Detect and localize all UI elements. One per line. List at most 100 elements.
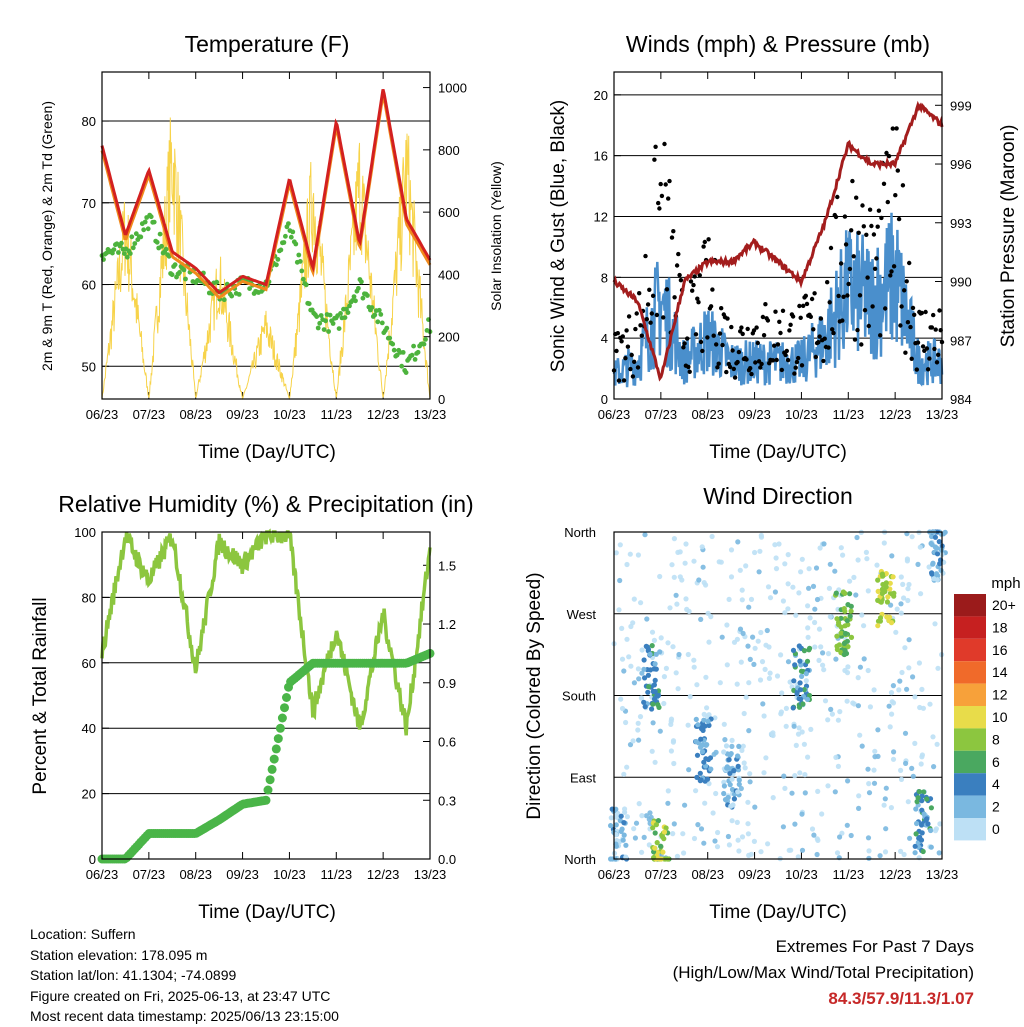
direction-point (857, 664, 864, 670)
direction-point (772, 542, 778, 548)
dewpoint-point (391, 347, 397, 353)
dewpoint-point (409, 352, 415, 358)
gust-point (763, 302, 768, 307)
direction-point (793, 612, 799, 618)
gust-point (695, 296, 700, 301)
direction-point (651, 682, 658, 688)
gust-point (861, 224, 866, 229)
direction-point (728, 547, 735, 553)
direction-point (645, 689, 651, 695)
gust-point (635, 365, 641, 370)
direction-point (814, 836, 820, 842)
gust-point (682, 341, 687, 346)
direction-point (835, 717, 842, 723)
direction-point (724, 764, 730, 770)
direction-point (865, 835, 872, 841)
gust-point (624, 328, 629, 333)
colorbar-label: 12 (992, 687, 1008, 703)
direction-point (759, 659, 766, 665)
gust-point (693, 332, 699, 337)
direction-point (737, 567, 743, 573)
direction-point (936, 539, 942, 545)
direction-point (740, 743, 746, 749)
winds-xtick-label: 09/23 (738, 407, 771, 422)
direction-point (804, 658, 811, 664)
gust-point (774, 357, 779, 363)
direction-point (701, 840, 707, 846)
direction-point (652, 845, 658, 851)
gust-point (664, 287, 670, 292)
direction-point (836, 622, 842, 628)
created-text: Figure created on Fri, 2025-06-13, at 23… (30, 987, 331, 1004)
direction-point (747, 779, 753, 785)
gust-point (697, 273, 702, 278)
gust-point (788, 322, 793, 327)
direction-point (803, 671, 809, 677)
direction-point (661, 829, 668, 835)
gust-point (711, 333, 716, 338)
direction-point (888, 805, 895, 811)
direction-point (760, 701, 766, 707)
direction-point (867, 704, 874, 710)
direction-xtick-label: 12/23 (879, 867, 912, 882)
direction-point (670, 644, 676, 650)
direction-point (825, 651, 832, 657)
gust-point (654, 312, 660, 318)
direction-point (827, 561, 833, 567)
temperature-panel: Temperature (F) 06/23 07/23 08/23 09/23 10/2… (39, 31, 504, 463)
direction-point (919, 686, 925, 693)
direction-point (737, 626, 744, 632)
direction-point (872, 754, 878, 760)
direction-point (694, 682, 700, 688)
direction-point (638, 695, 645, 701)
direction-point (729, 737, 735, 744)
direction-point (767, 595, 774, 601)
dewpoint-point (411, 343, 416, 349)
gust-point (656, 200, 661, 206)
direction-point (866, 848, 872, 854)
gust-point (687, 369, 692, 374)
gust-point (799, 363, 805, 368)
direction-point (766, 675, 773, 682)
gust-point (875, 224, 880, 229)
direction-point (792, 821, 798, 827)
humidity-xlabel: Time (Day/UTC) (198, 902, 336, 923)
rainfall-point (280, 703, 289, 713)
winds-xtick-label: 10/23 (785, 407, 818, 422)
temperature-xlabel: Time (Day/UTC) (198, 442, 336, 463)
dewpoint-point (142, 219, 148, 225)
extremes-subtitle: (High/Low/Max Wind/Total Precipitation) (672, 963, 974, 982)
gust-point (841, 294, 846, 299)
direction-point (848, 608, 854, 614)
direction-point (758, 629, 764, 636)
direction-point (914, 799, 920, 805)
direction-point (897, 678, 903, 684)
gust-point (736, 349, 742, 355)
gust-point (628, 366, 633, 372)
gust-point (793, 365, 798, 370)
direction-point (691, 657, 697, 663)
gust-point (780, 308, 786, 313)
direction-point (716, 559, 722, 565)
direction-point (624, 636, 630, 642)
direction-point (893, 629, 899, 635)
colorbar-swatch (954, 638, 986, 662)
direction-point (731, 796, 738, 802)
direction-point (874, 562, 880, 568)
direction-point (660, 849, 666, 855)
direction-point (621, 820, 627, 826)
gust-point (773, 309, 778, 314)
direction-point (801, 687, 807, 693)
gust-point (888, 273, 893, 278)
direction-point (865, 766, 871, 772)
direction-point (671, 821, 677, 827)
direction-point (647, 651, 653, 657)
recent-text: Most recent data timestamp: 2025/06/13 2… (30, 1008, 339, 1024)
solar-insolation-line (101, 117, 431, 401)
direction-point (872, 748, 878, 754)
direction-point (937, 821, 943, 827)
gust-point (690, 288, 695, 293)
dewpoint-point (274, 262, 279, 268)
colorbar-swatch (954, 728, 986, 751)
direction-point (816, 626, 823, 632)
